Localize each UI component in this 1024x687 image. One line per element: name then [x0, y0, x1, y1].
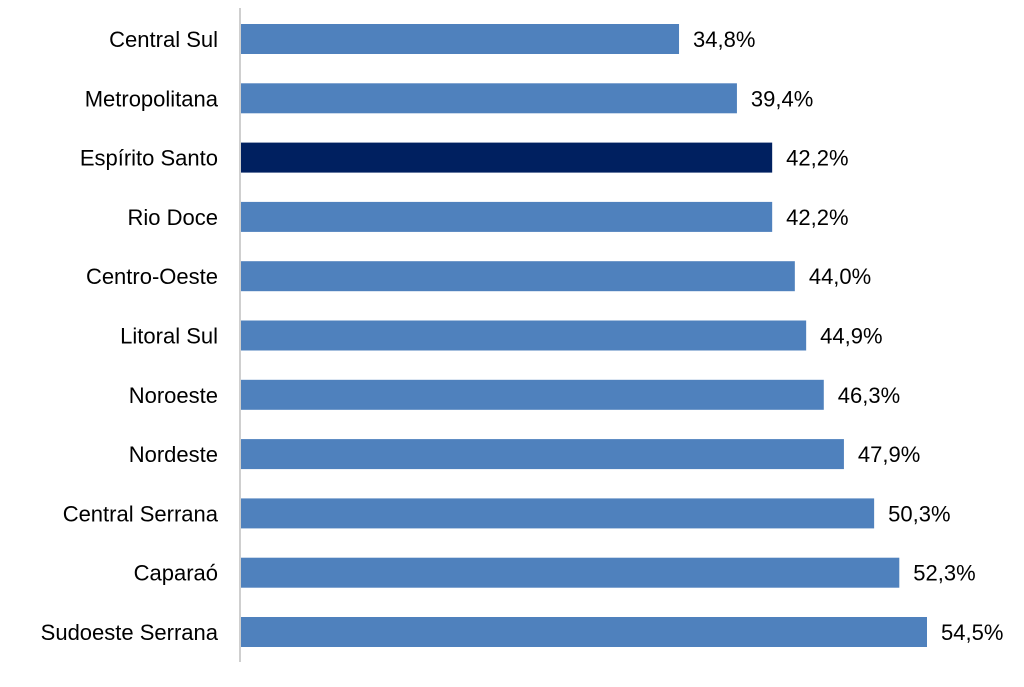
value-label: 46,3% [838, 383, 900, 408]
value-label: 34,8% [693, 27, 755, 52]
value-label: 52,3% [913, 561, 975, 586]
value-label: 42,2% [786, 205, 848, 230]
bars-group: Central Sul 34,8% Metropolitana 39,4% Espíri… [41, 24, 1003, 647]
bar [241, 261, 795, 292]
category-label: Noroeste [129, 383, 218, 408]
bar [241, 617, 927, 647]
value-label: 39,4% [751, 86, 813, 111]
category-label: Centro-Oeste [86, 264, 218, 289]
category-label: Sudoeste Serrana [41, 620, 219, 645]
category-label: Central Serrana [63, 501, 219, 526]
value-label: 50,3% [888, 501, 950, 526]
category-label: Rio Doce [128, 205, 218, 230]
category-label: Litoral Sul [120, 324, 218, 349]
value-label: 47,9% [858, 442, 920, 467]
bar [241, 320, 807, 351]
bar [241, 83, 737, 114]
value-label: 44,0% [809, 264, 871, 289]
bar [241, 201, 773, 232]
category-label: Espírito Santo [80, 146, 218, 171]
category-label: Caparaó [134, 561, 218, 586]
category-label: Central Sul [109, 27, 218, 52]
bar [241, 498, 875, 529]
bar [241, 24, 680, 54]
category-label: Metropolitana [85, 86, 219, 111]
value-label: 42,2% [786, 146, 848, 171]
bar [241, 379, 824, 410]
bar [241, 439, 844, 470]
category-label: Nordeste [129, 442, 218, 467]
value-label: 44,9% [820, 324, 882, 349]
value-label: 54,5% [941, 620, 1003, 645]
bar-highlighted [241, 142, 773, 173]
bar [241, 557, 900, 588]
